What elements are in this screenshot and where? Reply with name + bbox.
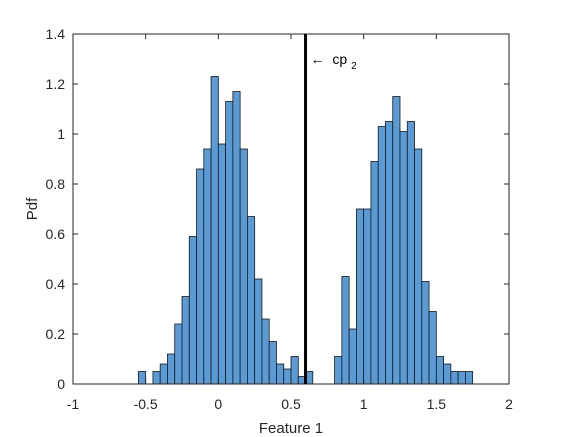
histogram-bar [414, 148, 423, 385]
histogram-bar [392, 96, 401, 385]
histogram-bar [217, 143, 226, 385]
histogram-bar [348, 328, 357, 385]
histogram-bar [246, 216, 256, 385]
histogram-bar [181, 296, 190, 385]
histogram-bar [341, 276, 350, 385]
histogram-bar [283, 368, 292, 385]
y-tick-label: 0.6 [46, 226, 66, 242]
y-tick-label: 0.2 [46, 326, 66, 342]
x-tick-label: -1 [67, 396, 80, 412]
histogram-bar [457, 371, 466, 385]
histogram-bar [334, 356, 343, 385]
x-tick-label: 1.5 [427, 396, 447, 412]
x-tick-label: 0 [214, 396, 222, 412]
histogram-bar [450, 371, 459, 385]
histogram-bar [261, 318, 270, 385]
histogram-bar [203, 148, 212, 385]
annotation-arrow: ← [311, 51, 325, 67]
annotation-subscript: 2 [351, 61, 357, 72]
y-tick-label: 0 [57, 376, 65, 392]
histogram-bar [399, 131, 408, 385]
histogram-bar [276, 363, 285, 385]
x-axis-label: Feature 1 [259, 420, 323, 437]
histogram-bar [152, 371, 161, 385]
histogram-bar [464, 371, 474, 385]
y-tick-label: 1 [57, 126, 65, 142]
histogram-bar [188, 236, 197, 385]
annotation-text: cp [332, 51, 347, 67]
histogram-bar [137, 371, 147, 385]
histogram-bar [232, 91, 241, 385]
x-tick-label: 0.5 [281, 396, 301, 412]
histogram-bar [428, 311, 437, 385]
histogram-bar [435, 356, 445, 385]
histogram-bar [254, 278, 263, 385]
histogram-bar [167, 353, 176, 385]
histogram-bar [174, 323, 183, 385]
histogram-bar [377, 126, 386, 385]
y-tick-label: 0.8 [46, 176, 66, 192]
y-tick-label: 0.4 [46, 276, 66, 292]
x-tick-label: 2 [505, 396, 513, 412]
histogram-bar [210, 76, 219, 385]
x-tick-label: -0.5 [134, 396, 158, 412]
histogram-bar [239, 148, 248, 385]
histogram-bar [355, 208, 365, 385]
histogram-bar [159, 363, 168, 385]
y-tick-label: 1.2 [46, 76, 66, 92]
x-axis-ticks: -1 -0.5 0 0.5 1 1.5 2 [67, 34, 513, 412]
histogram-bar [406, 121, 415, 385]
histogram-bar [290, 356, 299, 385]
y-axis-ticks: 0 0.2 0.4 0.6 0.8 1 1.2 1.4 [46, 26, 509, 392]
histogram-bar [363, 208, 372, 385]
histogram-bar [268, 341, 277, 385]
histogram-bar [370, 161, 379, 385]
histogram-bar [443, 363, 452, 385]
histogram-bar [385, 121, 394, 385]
x-tick-label: 1 [360, 396, 368, 412]
y-axis-label: Pdf [24, 197, 41, 220]
histogram-bar [196, 168, 205, 385]
histogram-bar [421, 281, 430, 385]
changepoint-annotation: ← cp 2 [311, 51, 358, 72]
y-tick-label: 1.4 [46, 26, 66, 42]
histogram-bar [225, 101, 234, 385]
